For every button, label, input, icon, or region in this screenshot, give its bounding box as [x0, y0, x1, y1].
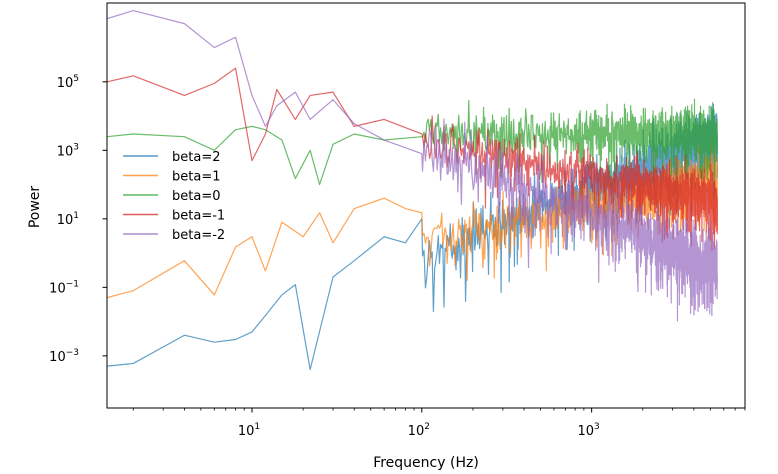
y-axis-label: Power [27, 186, 43, 229]
x-tick-label: 102 [408, 422, 430, 439]
series-line-beta=-1 [107, 67, 718, 251]
series-line-beta=0 [107, 98, 718, 200]
plot-frame [106, 2, 746, 409]
y-tick-label: 10−3 [49, 348, 79, 365]
x-tick-label: 101 [238, 422, 260, 439]
legend-label-beta=-1: beta=-1 [172, 209, 225, 224]
y-tick-label: 103 [57, 142, 79, 159]
series-line-beta=-2 [107, 10, 718, 322]
x-axis-label: Frequency (Hz) [373, 455, 479, 471]
x-tick-label: 103 [577, 422, 599, 439]
legend-label-beta=2: beta=2 [172, 150, 220, 165]
legend: beta=2 beta=1 beta=0 beta=-1 beta=-2 [123, 150, 225, 243]
legend-label-beta=0: beta=0 [172, 189, 220, 204]
legend-label-beta=1: beta=1 [172, 170, 220, 185]
y-tick-label: 10−1 [49, 279, 79, 296]
y-tick-label: 105 [57, 74, 79, 91]
legend-label-beta=-2: beta=-2 [172, 228, 225, 243]
y-tick-label: 101 [57, 211, 79, 228]
series-layer [107, 10, 718, 371]
